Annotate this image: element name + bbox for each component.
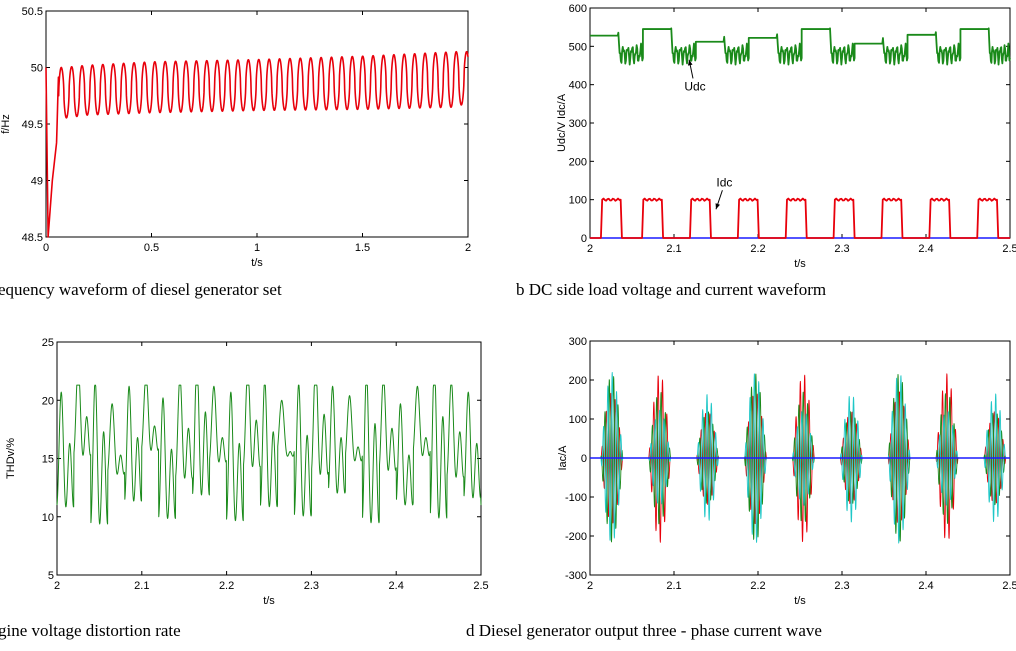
chart-c: 2 2.1 2.2 2.3 2.4 2.5 5 10 15 20 25 t/s THDv/%: [5, 337, 489, 607]
y-tick-label-b: 600: [569, 3, 587, 15]
y-tick-label-d: 100: [569, 414, 587, 426]
phase-current-line: [589, 371, 1011, 544]
y-tick-label-d: 200: [569, 375, 587, 387]
chart-d: 2 2.1 2.2 2.3 2.4 2.5 -300 -200 -100 0 100 200 300 t/…: [557, 336, 1016, 607]
y-tick-label-b: 300: [569, 118, 587, 130]
y-tick-label-b: 0: [581, 233, 587, 245]
y-axis-label-b: Udc/V Idc/A: [556, 93, 568, 152]
y-tick-label-b: 500: [569, 41, 587, 53]
y-tick-label-c: 5: [48, 570, 54, 582]
y-tick-label-d: -100: [565, 492, 587, 504]
x-tick-label-c: 2.5: [473, 580, 488, 592]
plot-frame-b: [589, 7, 1011, 239]
x-tick-label-d: 2.1: [666, 580, 681, 592]
x-axis-label-d: t/s: [794, 595, 806, 607]
y-tick-label-a: 48.5: [22, 232, 43, 244]
plot-frame-c: [56, 341, 482, 576]
x-tick-label-a: 0.5: [144, 242, 159, 254]
x-tick-label-d: 2: [587, 580, 593, 592]
y-tick-label-a: 50.5: [22, 6, 43, 18]
caption-a: equency waveform of diesel generator set: [0, 280, 282, 299]
caption-d: d Diesel generator output three - phase …: [466, 621, 822, 640]
y-tick-label-c: 15: [42, 454, 54, 466]
x-tick-label-b: 2.4: [918, 243, 933, 255]
y-tick-label-d: -200: [565, 531, 587, 543]
y-tick-label-a: 49.5: [22, 119, 43, 131]
thdv-line: [56, 384, 482, 525]
caption-c: gine voltage distortion rate: [0, 621, 181, 640]
x-tick-label-c: 2.1: [134, 580, 149, 592]
y-tick-label-d: 0: [581, 453, 587, 465]
idc-series-line: [590, 197, 1010, 239]
x-tick-label-a: 1.5: [355, 242, 370, 254]
x-tick-label-c: 2.2: [219, 580, 234, 592]
udc-series-line: [590, 27, 1011, 66]
x-axis-label-a: t/s: [251, 257, 263, 269]
phase-current-line: [589, 373, 1011, 543]
y-axis-label-c: THDv/%: [5, 438, 17, 479]
x-tick-label-b: 2: [587, 243, 593, 255]
x-tick-label-d: 2.5: [1002, 580, 1016, 592]
x-tick-label-d: 2.2: [750, 580, 765, 592]
y-tick-label-a: 49: [31, 176, 43, 188]
y-tick-label-b: 200: [569, 156, 587, 168]
x-tick-label-c: 2.4: [389, 580, 404, 592]
x-tick-label-b: 2.1: [666, 243, 681, 255]
chart-b: 2 2.1 2.2 2.3 2.4 2.5 0 100 200 300 400 500 600 t/s Ud…: [556, 3, 1016, 270]
x-axis-label-c: t/s: [263, 595, 275, 607]
y-tick-label-b: 400: [569, 80, 587, 92]
x-tick-label-b: 2.3: [834, 243, 849, 255]
x-tick-label-d: 2.4: [918, 580, 933, 592]
chart-a: 0 0.5 1 1.5 2 48.5 49 49.5 50 50.5 t/s f/Hz: [0, 6, 471, 269]
phase-current-line: [589, 373, 1011, 543]
y-tick-label-b: 100: [569, 195, 587, 207]
x-tick-label-c: 2: [54, 580, 60, 592]
annotation-udc: Udc: [684, 79, 705, 93]
annotation-arrowhead: [687, 59, 693, 66]
x-tick-label-b: 2.2: [750, 243, 765, 255]
y-tick-label-c: 25: [42, 337, 54, 349]
y-tick-label-c: 20: [42, 395, 54, 407]
y-tick-label-a: 50: [31, 63, 43, 75]
y-axis-label-a: f/Hz: [0, 114, 12, 134]
annotation-idc: Idc: [716, 175, 732, 189]
x-tick-label-d: 2.3: [834, 580, 849, 592]
frequency-line: [45, 50, 469, 238]
x-axis-label-b: t/s: [794, 258, 806, 270]
caption-b: b DC side load voltage and current wavef…: [516, 280, 827, 299]
x-tick-label-c: 2.3: [304, 580, 319, 592]
y-axis-label-d: Iac/A: [557, 445, 569, 471]
x-tick-label-a: 1: [254, 242, 260, 254]
x-tick-label-b: 2.5: [1002, 243, 1016, 255]
y-tick-label-c: 10: [42, 512, 54, 524]
x-tick-label-a: 0: [43, 242, 49, 254]
y-tick-label-d: 300: [569, 336, 587, 348]
plot-frame-a: [45, 10, 469, 238]
annotation-arrowhead: [715, 203, 720, 210]
x-tick-label-a: 2: [465, 242, 471, 254]
y-tick-label-d: -300: [565, 570, 587, 582]
